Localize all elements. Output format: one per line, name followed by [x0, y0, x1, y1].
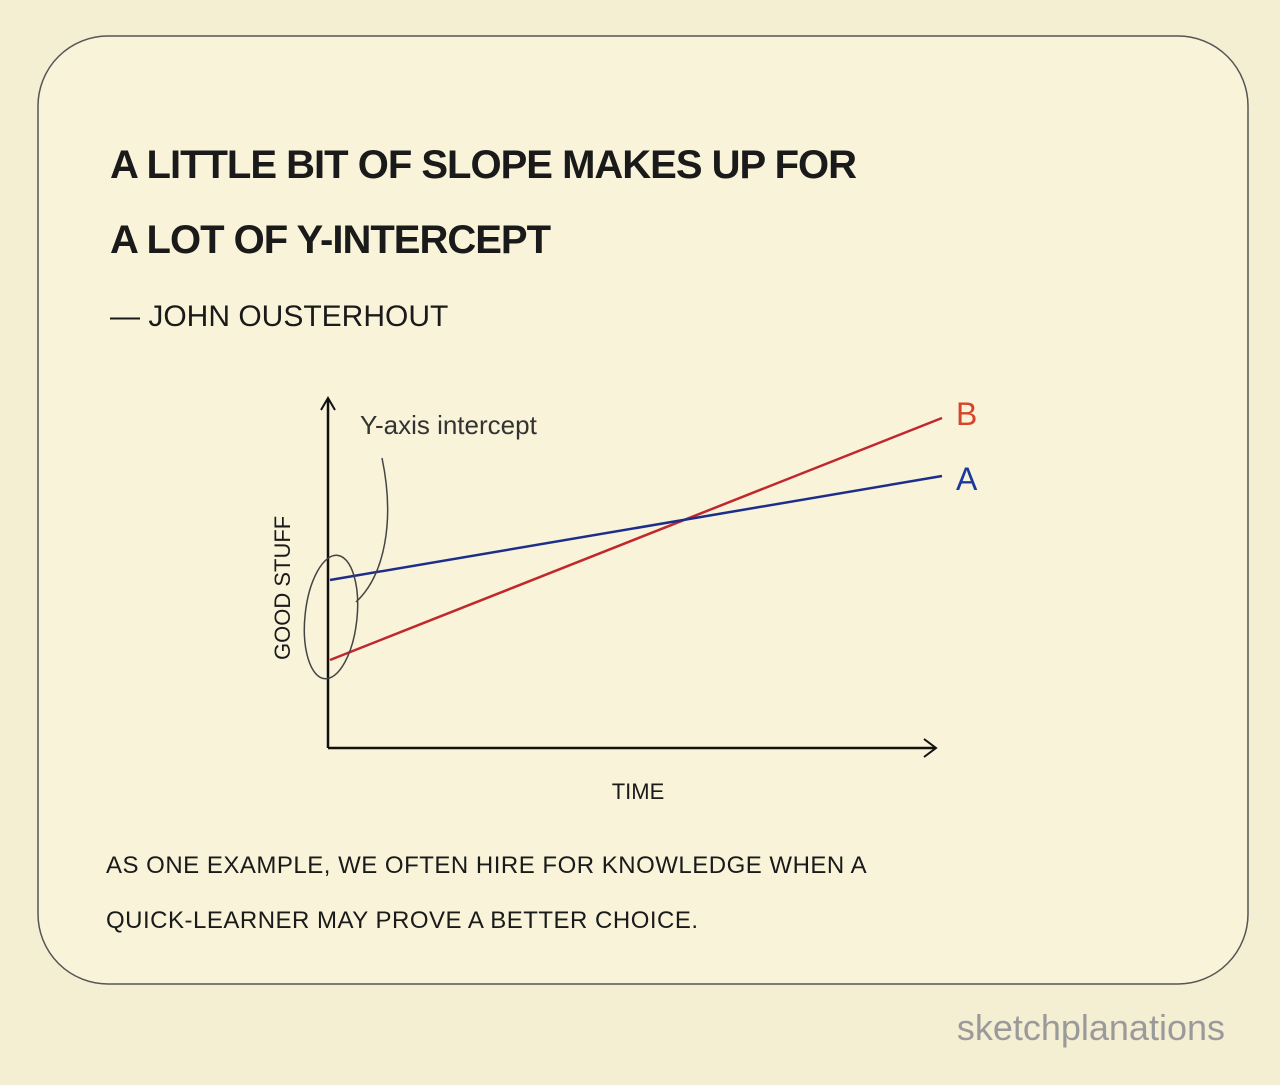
annotation-pointer — [355, 457, 389, 603]
annotation: Y-axis intercept — [360, 410, 538, 440]
line-b — [329, 416, 943, 662]
intercept-circle — [303, 554, 359, 680]
y-arrow — [320, 396, 336, 411]
line-label-b: B — [956, 396, 977, 432]
x-axis-label: TIME — [612, 779, 665, 804]
quote-line: A LOT OF Y-INTERCEPT — [110, 218, 551, 262]
line-label-a: A — [956, 461, 978, 497]
quote-line: A LITTLE BIT OF SLOPE MAKES UP FOR — [110, 143, 857, 187]
attribution: — JOHN OUSTERHOUT — [110, 300, 448, 333]
x-arrow — [923, 738, 938, 758]
line-a — [329, 474, 943, 582]
watermark: sketchplanations — [957, 1007, 1225, 1048]
caption-line: QUICK-LEARNER MAY PROVE A BETTER CHOICE. — [106, 907, 699, 934]
y-axis-label: GOOD STUFF — [270, 516, 295, 660]
caption-line: AS ONE EXAMPLE, WE OFTEN HIRE FOR KNOWLE… — [106, 852, 867, 879]
